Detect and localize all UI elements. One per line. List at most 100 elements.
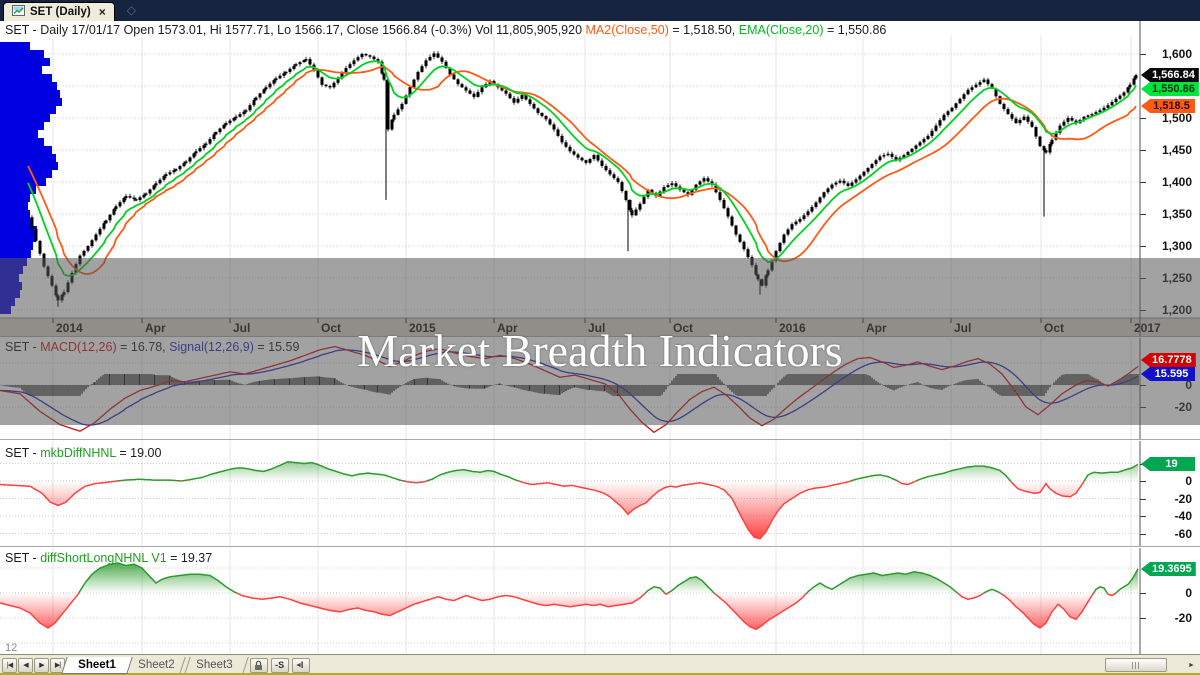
axis-tick-mark — [1140, 481, 1146, 482]
svg-text:2017: 2017 — [1134, 321, 1161, 335]
y-axis-label: 1,600 — [1161, 47, 1192, 61]
svg-text:Apr: Apr — [497, 321, 518, 335]
axis-tick-mark — [1140, 516, 1146, 517]
new-tab-icon[interactable]: ◇ — [126, 3, 136, 17]
tab-close-icon[interactable]: × — [98, 5, 106, 19]
ma50-label: MA2(Close,50) — [585, 23, 669, 37]
sheet-tab-label: Sheet3 — [196, 658, 233, 671]
macd-panel-header: SET - MACD(12,26) = 16.78, Signal(12,26,… — [5, 340, 299, 354]
scale-tool-button[interactable]: -S — [270, 657, 289, 673]
axis-value-tag: 1,518.5 — [1141, 99, 1195, 113]
price-panel-header: SET - Daily 17/01/17 Open 1573.01, Hi 15… — [5, 23, 886, 37]
y-axis-label: 0 — [1185, 474, 1192, 488]
b2-label: diffShortLongNHNL V1 — [40, 551, 167, 565]
y-axis-label: 1,400 — [1161, 175, 1192, 189]
axis-value-tag: 1,566.84 — [1141, 68, 1199, 82]
sheet-tabs: Sheet1 Sheet2 Sheet3 — [61, 656, 250, 674]
y-axis-label: -40 — [1174, 509, 1192, 523]
axis-value-tag: 19 — [1141, 457, 1195, 471]
price-chart-plot[interactable]: 2014 Apr Jul Oct 2015 Apr Jul Oct 2016 Apr Jul Oct 2… — [0, 21, 1200, 337]
b1-label: mkbDiffNHNL — [40, 446, 116, 460]
y-axis-label: 1,450 — [1161, 143, 1192, 157]
y-axis-label: -20 — [1174, 492, 1192, 506]
y-axis-label: 1,300 — [1161, 239, 1192, 253]
y-axis-label: -60 — [1174, 527, 1192, 541]
ema20-label: EMA(Close,20) — [738, 23, 824, 37]
axis-value-tag: 15.595 — [1141, 367, 1195, 381]
sheet-tab-sheet3[interactable]: Sheet3 — [179, 656, 250, 674]
first-sheet-button[interactable]: |◀ — [2, 657, 17, 673]
sheet-tab-sheet1[interactable]: Sheet1 — [61, 656, 133, 674]
ema20-value: = 1,550.86 — [823, 23, 887, 37]
signal-label: Signal(12,26,9) — [169, 340, 254, 354]
clipped-axis-artifact: 12 — [5, 642, 18, 654]
interval-tool-button[interactable]: -I — [291, 657, 310, 673]
svg-text:2014: 2014 — [56, 321, 83, 335]
axis-tick-mark — [1140, 618, 1146, 619]
axis-tick-mark — [1140, 593, 1146, 594]
sheet-tab-label: Sheet2 — [137, 658, 175, 671]
sheet-tab-label: Sheet1 — [78, 658, 116, 671]
horizontal-scrollbar[interactable]: ◄ ► — [292, 657, 1198, 673]
y-axis-label: 1,500 — [1161, 111, 1192, 125]
svg-text:Oct: Oct — [321, 321, 341, 335]
axis-value-tag: 16.7778 — [1141, 353, 1196, 367]
lock-button[interactable] — [249, 657, 268, 673]
previous-sheet-button[interactable]: ◀ — [18, 657, 33, 673]
signal-value: = 15.59 — [253, 340, 300, 354]
next-sheet-button[interactable]: ▶ — [34, 657, 49, 673]
document-tabbar: SET (Daily) × ◇ — [0, 0, 1200, 21]
scroll-left-icon[interactable]: ◄ — [292, 659, 305, 672]
axis-tick-mark — [1140, 499, 1146, 500]
svg-text:Oct: Oct — [1044, 321, 1064, 335]
price-title-text: SET - Daily 17/01/17 Open 1573.01, Hi 15… — [5, 23, 586, 37]
sheet-bar: |◀ ◀ ▶ ▶| Sheet1 Sheet2 Sheet3 -S -I ◄ ► — [0, 654, 1200, 675]
axis-value-tag: 19.3695 — [1141, 562, 1196, 576]
svg-text:Jul: Jul — [588, 321, 605, 335]
b1-symbol: SET - — [5, 446, 41, 460]
svg-text:Apr: Apr — [145, 321, 166, 335]
macd-symbol: SET - — [5, 340, 41, 354]
ma50-value: = 1,518.50, — [668, 23, 739, 37]
b2-value: = 19.37 — [166, 551, 213, 565]
svg-text:Jul: Jul — [233, 321, 250, 335]
svg-text:2016: 2016 — [779, 321, 806, 335]
y-axis-label: 1,350 — [1161, 207, 1192, 221]
axis-tick-mark — [1140, 150, 1146, 151]
axis-tick-mark — [1140, 54, 1146, 55]
svg-text:Apr: Apr — [866, 321, 887, 335]
tab-set-daily[interactable]: SET (Daily) × — [3, 2, 115, 21]
panel-divider[interactable] — [0, 336, 1200, 338]
axis-tick-mark — [1140, 118, 1146, 119]
lock-icon — [255, 660, 263, 670]
scrollbar-thumb[interactable] — [1105, 658, 1167, 672]
axis-tick-mark — [1140, 246, 1146, 247]
y-axis-label: 0 — [1185, 586, 1192, 600]
mkbdiffnhnl-plot[interactable] — [0, 440, 1200, 547]
tab-title: SET (Daily) — [30, 6, 91, 18]
mkbdiffnhnl-panel-header: SET - mkbDiffNHNL = 19.00 — [5, 446, 161, 460]
b1-value: = 19.00 — [115, 446, 162, 460]
svg-text:Oct: Oct — [673, 321, 693, 335]
y-axis-label: 1,250 — [1161, 271, 1192, 285]
y-axis-label: 1,200 — [1161, 303, 1192, 317]
y-axis-label: -20 — [1174, 611, 1192, 625]
axis-value-tag: 1,550.86 — [1141, 82, 1199, 96]
diffshortlongnhnl-panel-header: SET - diffShortLongNHNL V1 = 19.37 — [5, 551, 212, 565]
y-axis-label: -20 — [1174, 400, 1192, 414]
macd-label: MACD(12,26) — [40, 340, 117, 354]
scrollbar-grip-icon — [1131, 661, 1141, 669]
axis-tick-mark — [1140, 214, 1146, 215]
chart-document-icon — [12, 5, 25, 19]
svg-text:Jul: Jul — [954, 321, 971, 335]
diffshortlongnhnl-plot[interactable] — [0, 547, 1200, 654]
axis-tick-mark — [1140, 534, 1146, 535]
svg-text:2015: 2015 — [409, 321, 436, 335]
macd-value: = 16.78, — [116, 340, 170, 354]
panel-divider[interactable] — [0, 439, 1200, 441]
b2-symbol: SET - — [5, 551, 41, 565]
scroll-right-icon[interactable]: ► — [1185, 659, 1198, 672]
axis-tick-mark — [1140, 182, 1146, 183]
panel-divider[interactable] — [0, 546, 1200, 548]
